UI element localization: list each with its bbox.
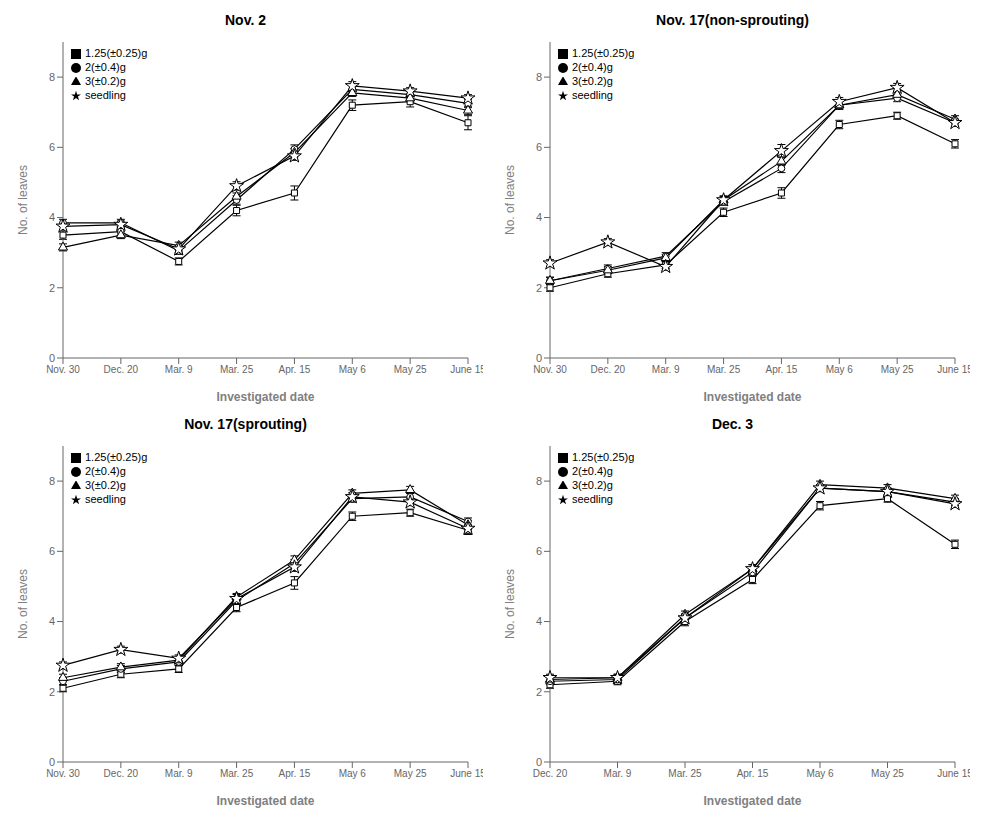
svg-text:6: 6 xyxy=(536,545,542,557)
svg-text:Mar. 9: Mar. 9 xyxy=(165,364,193,375)
svg-text:No. of leaves: No. of leaves xyxy=(503,165,517,235)
svg-text:4: 4 xyxy=(49,211,55,223)
svg-text:Nov. 30: Nov. 30 xyxy=(533,364,567,375)
svg-text:May 25: May 25 xyxy=(881,364,914,375)
html-text:Nov. 17(sprouting): Nov. 17(sprouting) xyxy=(184,416,307,432)
html-text:seedling: seedling xyxy=(572,493,613,505)
svg-text:No. of leaves: No. of leaves xyxy=(16,569,30,639)
svg-text:May 6: May 6 xyxy=(806,768,834,779)
svg-text:Mar. 25: Mar. 25 xyxy=(668,768,702,779)
html-text:seedling: seedling xyxy=(572,89,613,101)
svg-text:4: 4 xyxy=(49,615,55,627)
html-text:1.25(±0.25)g: 1.25(±0.25)g xyxy=(85,451,148,463)
svg-text:June 15: June 15 xyxy=(937,768,970,779)
svg-text:Mar. 9: Mar. 9 xyxy=(604,768,632,779)
svg-text:May 25: May 25 xyxy=(394,768,427,779)
html-text:1.25(±0.25)g: 1.25(±0.25)g xyxy=(85,47,148,59)
svg-text:Investigated date: Investigated date xyxy=(703,390,801,404)
html-text:Dec. 3: Dec. 3 xyxy=(711,416,754,432)
svg-text:Dec. 20: Dec. 20 xyxy=(104,364,139,375)
svg-text:Apr. 15: Apr. 15 xyxy=(279,768,311,779)
svg-text:Mar. 25: Mar. 25 xyxy=(220,364,254,375)
svg-text:Apr. 15: Apr. 15 xyxy=(766,364,798,375)
html-text:2(±0.4)g: 2(±0.4)g xyxy=(85,465,126,477)
svg-text:6: 6 xyxy=(49,141,55,153)
svg-text:Investigated date: Investigated date xyxy=(216,794,314,808)
svg-text:Mar. 9: Mar. 9 xyxy=(165,768,193,779)
svg-text:Mar. 9: Mar. 9 xyxy=(652,364,680,375)
html-text:2(±0.4)g: 2(±0.4)g xyxy=(85,61,126,73)
svg-text:Apr. 15: Apr. 15 xyxy=(279,364,311,375)
html-text:3(±0.2)g: 3(±0.2)g xyxy=(572,479,613,491)
svg-text:8: 8 xyxy=(536,71,542,83)
svg-text:No. of leaves: No. of leaves xyxy=(16,165,30,235)
html-text:3(±0.2)g: 3(±0.2)g xyxy=(85,75,126,87)
html-text:seedling: seedling xyxy=(85,493,126,505)
svg-text:2: 2 xyxy=(49,282,55,294)
svg-text:May 25: May 25 xyxy=(871,768,904,779)
svg-text:Dec. 20: Dec. 20 xyxy=(591,364,626,375)
svg-text:Investigated date: Investigated date xyxy=(216,390,314,404)
svg-text:Mar. 25: Mar. 25 xyxy=(707,364,741,375)
svg-text:Nov. 30: Nov. 30 xyxy=(46,364,80,375)
svg-text:June 15: June 15 xyxy=(450,364,483,375)
svg-text:8: 8 xyxy=(49,71,55,83)
svg-text:2: 2 xyxy=(49,686,55,698)
svg-text:0: 0 xyxy=(49,352,55,364)
html-text:seedling: seedling xyxy=(85,89,126,101)
svg-text:0: 0 xyxy=(536,352,542,364)
svg-text:4: 4 xyxy=(536,615,542,627)
svg-text:No. of leaves: No. of leaves xyxy=(503,569,517,639)
svg-text:Mar. 25: Mar. 25 xyxy=(220,768,254,779)
svg-text:May 6: May 6 xyxy=(339,768,367,779)
svg-text:Apr. 15: Apr. 15 xyxy=(737,768,769,779)
html-text:3(±0.2)g: 3(±0.2)g xyxy=(85,479,126,491)
html-text:2(±0.4)g: 2(±0.4)g xyxy=(572,61,613,73)
html-text:Nov. 17(non-sprouting): Nov. 17(non-sprouting) xyxy=(656,12,809,28)
svg-text:0: 0 xyxy=(49,756,55,768)
html-text:1.25(±0.25)g: 1.25(±0.25)g xyxy=(572,451,635,463)
svg-text:6: 6 xyxy=(49,545,55,557)
html-text:Nov. 2: Nov. 2 xyxy=(225,12,266,28)
svg-text:8: 8 xyxy=(536,475,542,487)
svg-text:2: 2 xyxy=(536,686,542,698)
svg-text:June 15: June 15 xyxy=(937,364,970,375)
svg-text:Investigated date: Investigated date xyxy=(703,794,801,808)
svg-text:May 6: May 6 xyxy=(339,364,367,375)
svg-text:Dec. 20: Dec. 20 xyxy=(104,768,139,779)
svg-text:4: 4 xyxy=(536,211,542,223)
svg-text:June 15: June 15 xyxy=(450,768,483,779)
svg-text:Dec. 20: Dec. 20 xyxy=(533,768,568,779)
svg-text:Nov. 30: Nov. 30 xyxy=(46,768,80,779)
svg-text:8: 8 xyxy=(49,475,55,487)
svg-text:May 6: May 6 xyxy=(826,364,854,375)
html-text:2(±0.4)g: 2(±0.4)g xyxy=(572,465,613,477)
svg-text:May 25: May 25 xyxy=(394,364,427,375)
html-text:1.25(±0.25)g: 1.25(±0.25)g xyxy=(572,47,635,59)
svg-text:2: 2 xyxy=(536,282,542,294)
svg-text:6: 6 xyxy=(536,141,542,153)
html-text:3(±0.2)g: 3(±0.2)g xyxy=(572,75,613,87)
svg-text:0: 0 xyxy=(536,756,542,768)
